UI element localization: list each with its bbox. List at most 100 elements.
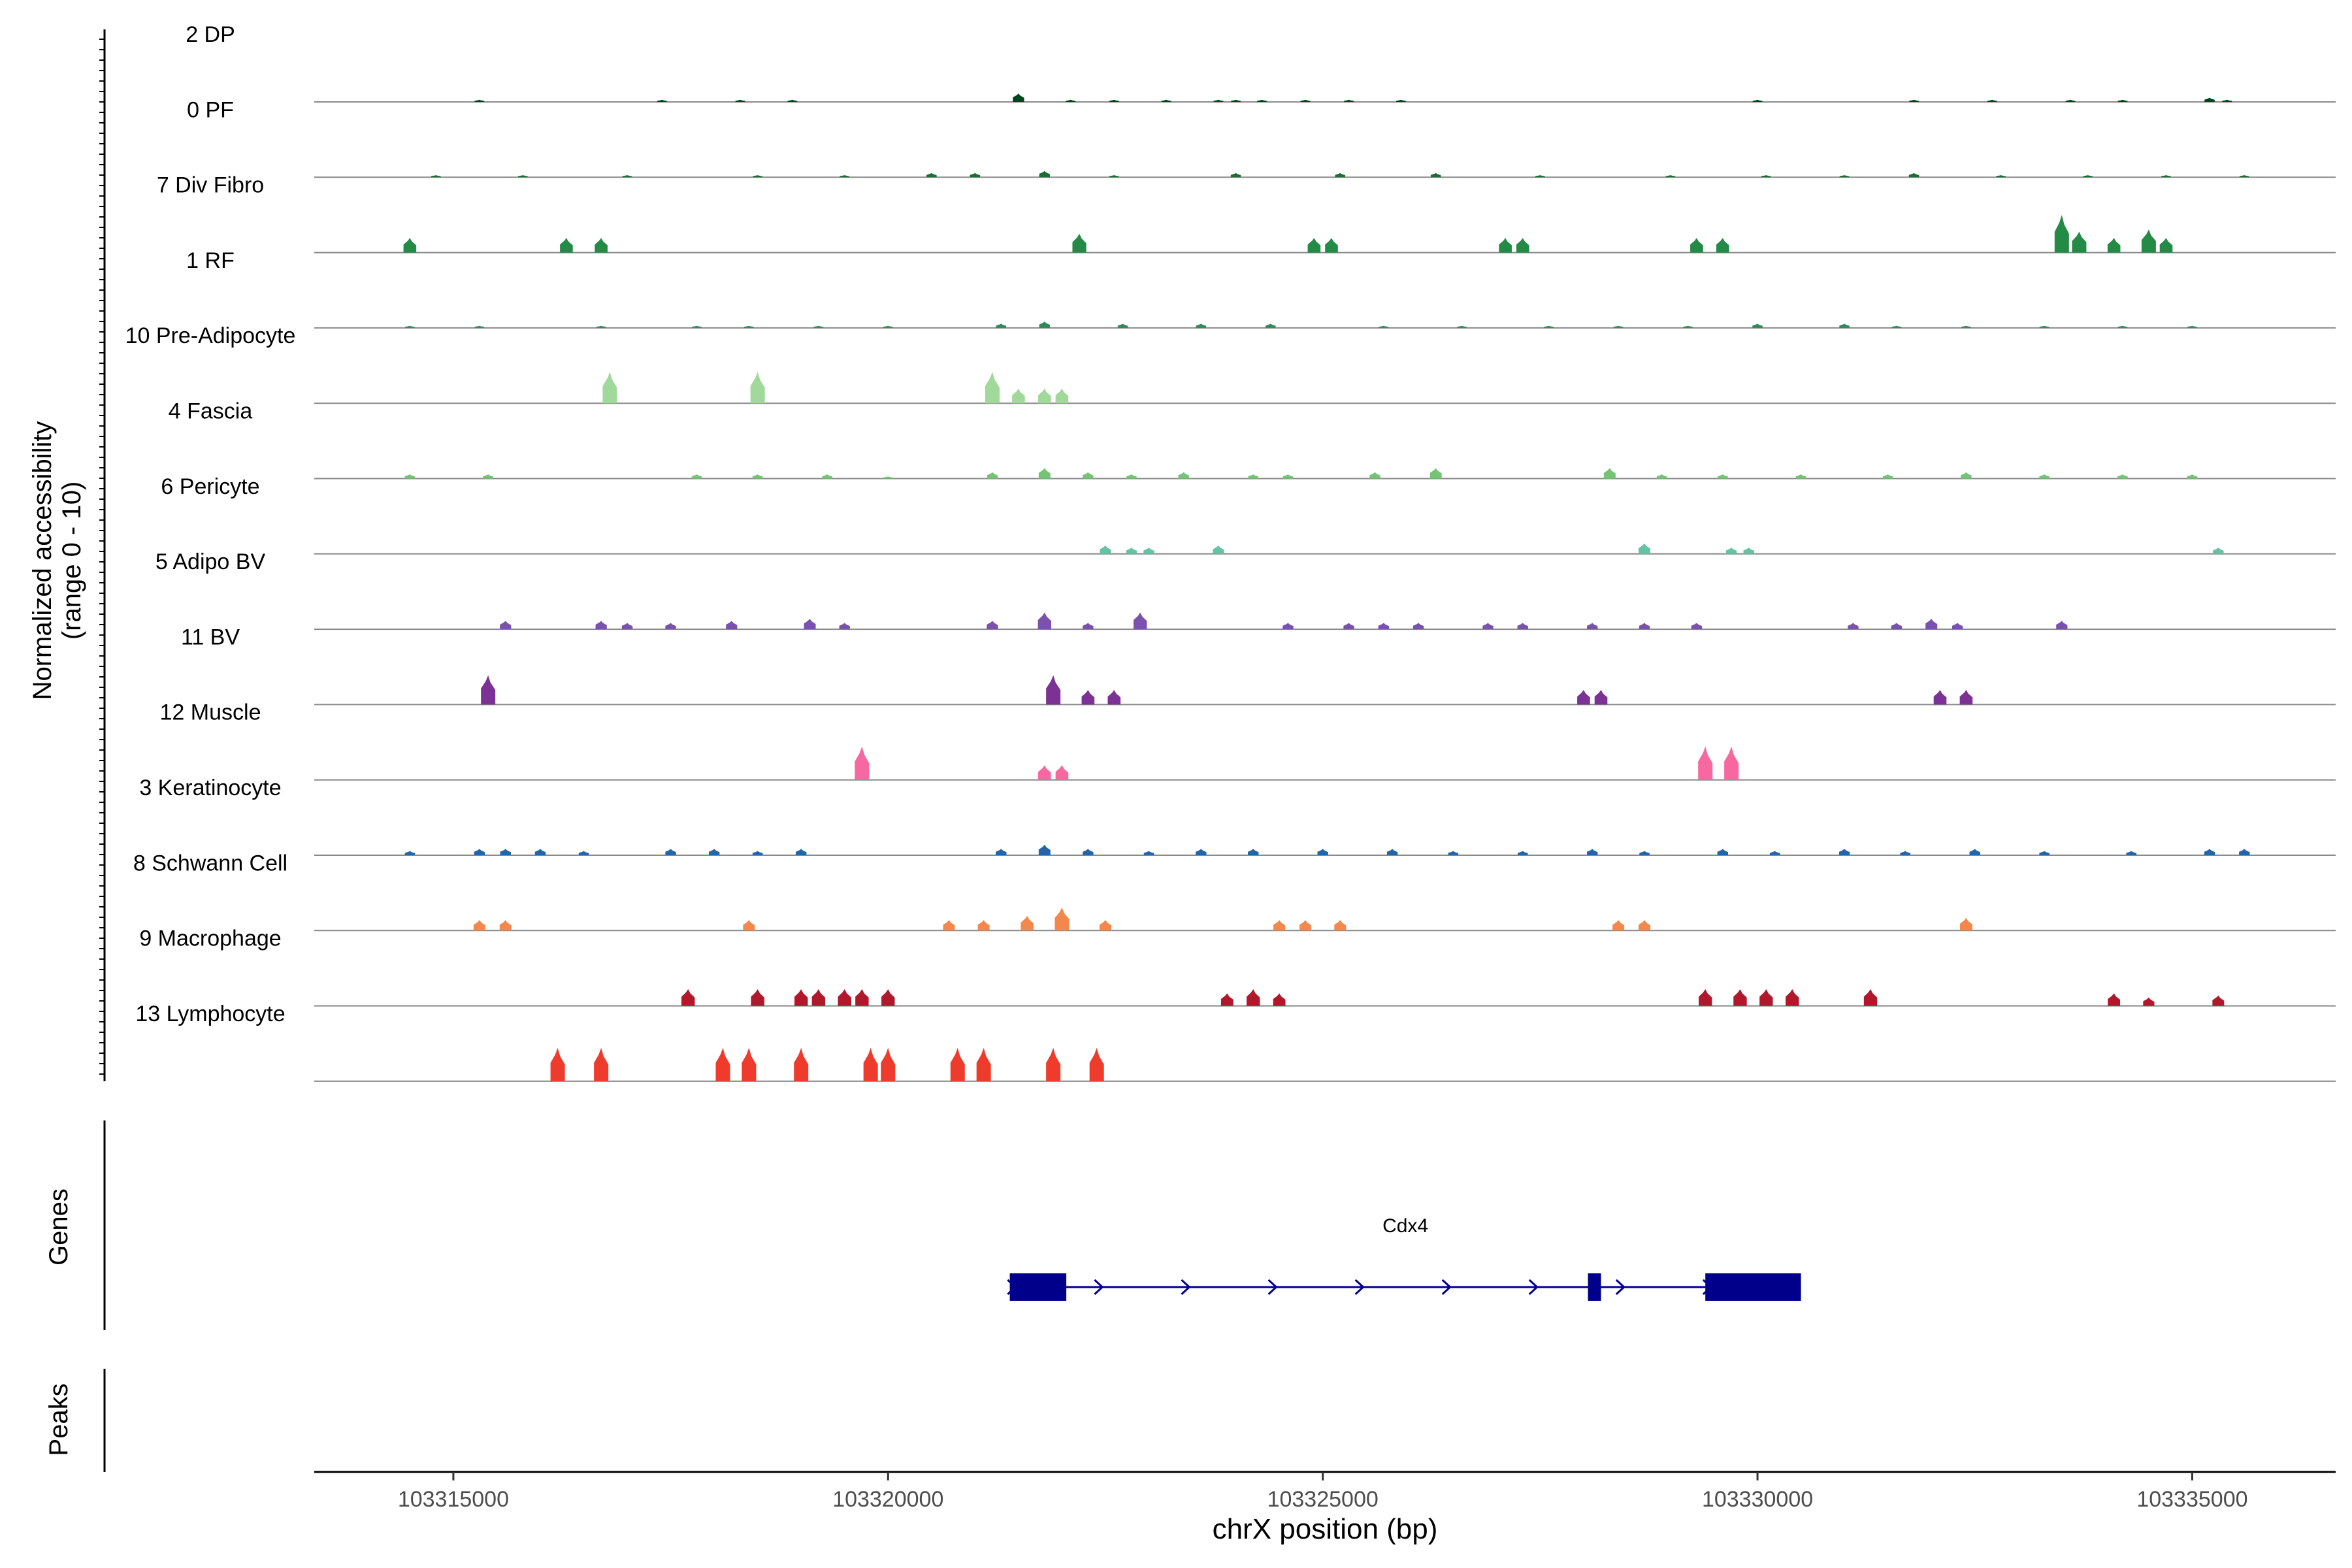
coverage-peak [1334, 920, 1347, 931]
coverage-peak [1577, 690, 1590, 705]
coverage-peak [863, 1047, 878, 1081]
coverage-peak [1081, 690, 1095, 705]
coverage-peak [2212, 995, 2225, 1006]
coverage-peak [1743, 547, 1754, 554]
coverage-peak [1639, 543, 1651, 554]
track-label: 13 Lymphocyte [135, 1002, 285, 1026]
coverage-peak [1517, 851, 1528, 855]
coverage-peak [1960, 918, 1972, 931]
coverage-peak [2204, 849, 2215, 855]
coverage-peak [1055, 388, 1069, 404]
coverage-peak [1900, 851, 1911, 855]
peaks-panel-label: Peaks [44, 1383, 73, 1456]
coverage-peak [2117, 99, 2128, 102]
coverage-peak [822, 474, 832, 479]
coverage-peak [1961, 472, 1972, 479]
x-axis-ticks: 103315000 103320000 103325000 103330000 1033… [398, 1472, 2248, 1512]
coverage-peak [578, 851, 589, 855]
coverage-peak [1013, 93, 1024, 102]
coverage-peak [987, 621, 998, 630]
coverage-peak [2039, 474, 2050, 479]
coverage-peak [883, 476, 893, 479]
coverage-peak [752, 474, 763, 479]
coverage-peak [752, 851, 763, 855]
coverage-peak [751, 989, 764, 1006]
coverage-peak [474, 325, 485, 328]
coverage-peak [1379, 325, 1389, 328]
coverage-peak [881, 989, 895, 1006]
coverage-peak [1220, 993, 1233, 1006]
coverage-peak [2065, 99, 2076, 102]
coverage-peak [1891, 325, 1902, 328]
coverage-peak [985, 372, 1000, 404]
coverage-peak [499, 920, 512, 931]
coverage-peak [474, 849, 485, 855]
coverage-peak [1248, 849, 1259, 855]
coverage-peak [500, 621, 512, 630]
track-11: 3 Keratinocyte [139, 776, 2336, 856]
coverage-peak [1987, 99, 1997, 102]
track-7: 6 Pericyte [161, 474, 2336, 555]
track-label: 5 Adipo BV [155, 549, 266, 574]
x-tick-label: 103335000 [2136, 1487, 2247, 1512]
coverage-peak [1933, 690, 1947, 705]
coverage-peak [1612, 920, 1625, 931]
coverage-peak [2117, 474, 2128, 479]
coverage-peak [1109, 175, 1119, 178]
track-label: 4 Fascia [169, 399, 253, 424]
coverage-peak [1839, 175, 1850, 178]
coverage-peak [996, 323, 1007, 328]
coverage-peak [1266, 323, 1276, 328]
gene-model-cdx4 [1007, 1273, 1801, 1301]
coverage-peak [404, 851, 416, 855]
coverage-peak [2161, 175, 2171, 178]
coverage-peak [1587, 849, 1598, 855]
coverage-peak [2213, 547, 2224, 554]
coverage-peak [1457, 325, 1467, 328]
coverage-peak [1691, 623, 1703, 630]
coverage-peak [1891, 623, 1903, 630]
coverage-peak [977, 920, 990, 931]
coverage-peak [1725, 547, 1737, 554]
coverage-peak [2039, 325, 2050, 328]
coverage-peak [813, 325, 824, 328]
coverage-peak [1037, 612, 1052, 630]
coverage-peak [1089, 1047, 1104, 1081]
coverage-peak [1213, 99, 1224, 102]
x-axis-title: chrX position (bp) [1213, 1513, 1438, 1545]
x-tick-label: 103330000 [1702, 1487, 1813, 1512]
coverage-peak [2108, 993, 2121, 1006]
track-5: 10 Pre-Adipocyte [125, 323, 2336, 404]
coverage-peak [1430, 172, 1441, 178]
coverage-peak [2039, 851, 2050, 855]
coverage-peak [1083, 472, 1094, 479]
coverage-peak [1161, 99, 1171, 102]
coverage-peak [1038, 468, 1051, 479]
coverage-peak [1038, 845, 1051, 855]
coverage-peak [1039, 321, 1051, 328]
coverage-peak [1038, 765, 1051, 780]
coverage-peak [602, 372, 617, 404]
coverage-peak [1429, 468, 1442, 479]
coverage-peak [1482, 623, 1494, 630]
coverage-peak [1639, 623, 1650, 630]
coverage-peak [1100, 546, 1111, 554]
coverage-peak [743, 920, 755, 931]
y-axis-title: Normalized accessibility [28, 421, 57, 700]
coverage-peak [838, 989, 851, 1006]
coverage-peak [1603, 468, 1616, 479]
gene-exon [1009, 1273, 1067, 1301]
coverage-peak [1344, 99, 1354, 102]
track-label: 3 Keratinocyte [139, 776, 281, 800]
coverage-peak [2054, 215, 2069, 253]
coverage-peak [1248, 474, 1259, 479]
coverage-peak [881, 1047, 896, 1081]
coverage-peak [1012, 388, 1025, 404]
coverage-peak [1299, 920, 1312, 931]
coverage-peak [560, 238, 573, 253]
coverage-peak [594, 1047, 609, 1081]
coverage-peak [796, 849, 807, 855]
coverage-peak [1021, 915, 1034, 931]
coverage-peak [1099, 920, 1111, 931]
coverage-peak [1448, 851, 1459, 855]
